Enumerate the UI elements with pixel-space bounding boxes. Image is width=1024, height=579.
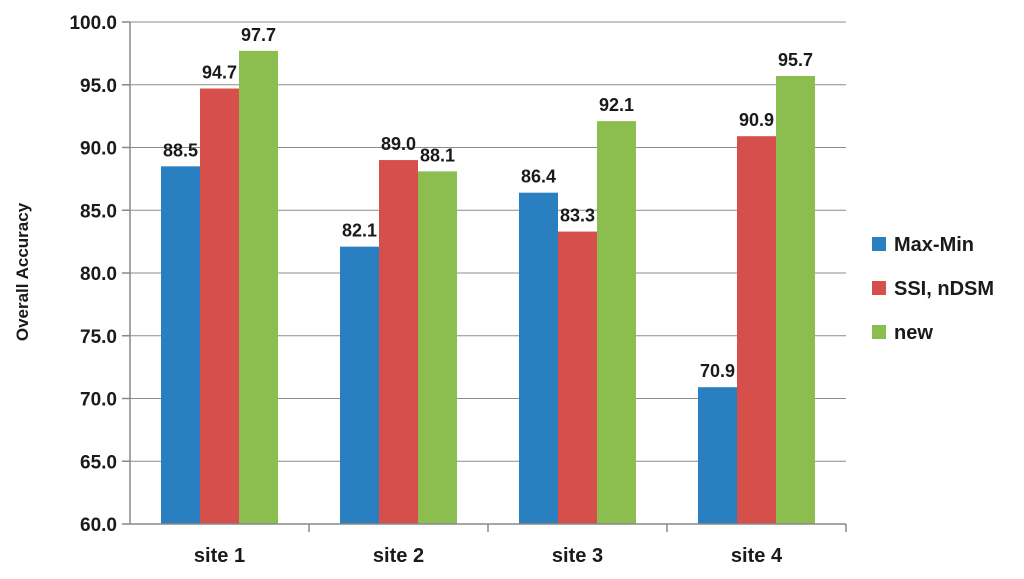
legend-label: SSI, nDSM — [894, 278, 994, 300]
bar — [379, 160, 418, 525]
x-tick-label: site 4 — [731, 545, 783, 567]
data-label: 92.1 — [599, 95, 634, 115]
bar — [776, 75, 815, 524]
x-tick-label: site 1 — [194, 545, 245, 567]
data-label: 83.3 — [560, 206, 595, 226]
bar — [239, 50, 278, 525]
legend: Max-Min SSI, nDSM new — [872, 234, 994, 344]
data-label: 86.4 — [521, 167, 556, 187]
data-label: 89.0 — [381, 134, 416, 154]
legend-label: Max-Min — [894, 234, 974, 256]
bar — [340, 246, 379, 524]
bar — [418, 171, 457, 524]
y-tick-label: 90.0 — [80, 139, 117, 160]
y-tick-label: 60.0 — [80, 515, 117, 536]
legend-swatch — [872, 325, 886, 339]
legend-label: new — [894, 322, 933, 344]
data-labels: 88.5 94.797.7 82.1 89.088.1 86.483.3 92.1 70.9… — [163, 25, 813, 381]
data-label: 82.1 — [342, 221, 377, 241]
data-label: 88.1 — [420, 145, 455, 165]
y-tick-label: 75.0 — [80, 327, 117, 348]
y-tick-label: 70.0 — [80, 390, 117, 411]
bar — [558, 231, 597, 524]
bar — [200, 88, 239, 524]
y-tick-label: 65.0 — [80, 452, 117, 473]
bar — [737, 136, 776, 524]
data-label: 95.7 — [778, 50, 813, 70]
y-tick-label: 80.0 — [80, 264, 117, 285]
bar — [597, 121, 636, 525]
y-tick-label: 100.0 — [69, 13, 117, 34]
data-label: 70.9 — [700, 361, 735, 381]
y-tick-label: 85.0 — [80, 201, 117, 222]
bars — [161, 50, 815, 525]
y-axis-ticks: 60.0 65.0 70.0 75.0 80.0 85.0 90.0 95.0 100.0 — [69, 13, 130, 536]
x-axis-ticks: site 1 site 2 site 3 site 4 — [194, 524, 847, 567]
data-label: 88.5 — [163, 140, 198, 160]
legend-swatch — [872, 237, 886, 251]
data-label: 94.7 — [202, 63, 237, 83]
x-tick-label: site 3 — [552, 545, 603, 567]
data-label: 97.7 — [241, 25, 276, 45]
bar — [519, 192, 558, 524]
legend-swatch — [872, 281, 886, 295]
bar — [698, 387, 737, 524]
y-axis-label: Overall Accuracy — [13, 202, 32, 341]
bar — [161, 166, 200, 524]
y-tick-label: 95.0 — [80, 76, 117, 97]
data-label: 90.9 — [739, 110, 774, 130]
x-tick-label: site 2 — [373, 545, 424, 567]
